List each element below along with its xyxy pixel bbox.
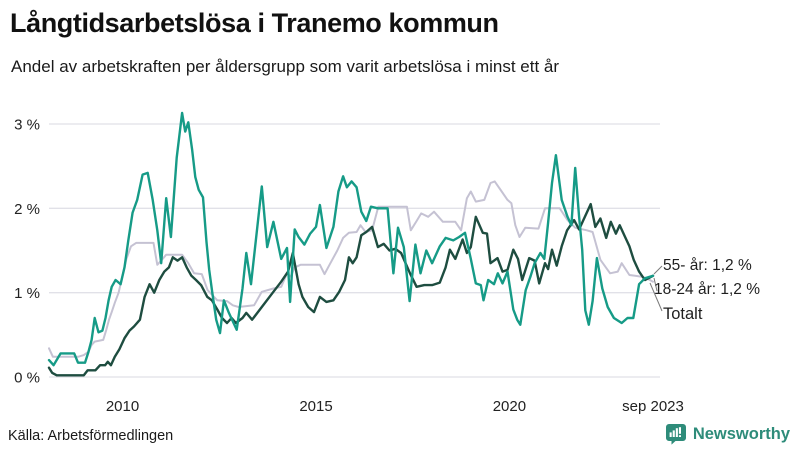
- leader-line-totalt: [649, 282, 663, 312]
- x-tick-label: 2015: [299, 398, 332, 415]
- end-label-18-24-ar: 18-24 år: 1,2 %: [654, 281, 760, 298]
- end-label-55-ar: 55- år: 1,2 %: [663, 257, 752, 274]
- y-tick-label: 1 %: [14, 285, 40, 302]
- leader-line-18-24: [653, 277, 658, 292]
- page-title: Långtidsarbetslösa i Tranemo kommun: [10, 8, 499, 38]
- x-tick-label: sep 2023: [622, 398, 684, 415]
- newsworthy-wordmark: Newsworthy: [692, 424, 790, 443]
- series-line-18-24-ar: [47, 111, 655, 367]
- y-tick-label: 0 %: [14, 370, 40, 387]
- series-line-55-ar: [47, 202, 655, 377]
- series-lines: [47, 111, 655, 377]
- page-subtitle: Andel av arbetskraften per åldersgrupp s…: [11, 57, 560, 76]
- y-tick-label: 2 %: [14, 201, 40, 218]
- leader-line-55: [653, 265, 663, 275]
- y-tick-label: 3 %: [14, 117, 40, 134]
- source-credit: Källa: Arbetsförmedlingen: [8, 428, 174, 444]
- x-tick-label: 2020: [493, 398, 526, 415]
- annotation-leader-lines: [649, 265, 663, 312]
- grid-and-axes: 0 % 1 % 2 % 3 % 2010 2015 2020 sep 2023: [14, 117, 684, 416]
- end-label-totalt: Totalt: [663, 305, 703, 323]
- newsworthy-icon: [665, 423, 687, 445]
- newsworthy-logo-link[interactable]: Newsworthy: [665, 423, 790, 445]
- x-tick-label: 2010: [106, 398, 139, 415]
